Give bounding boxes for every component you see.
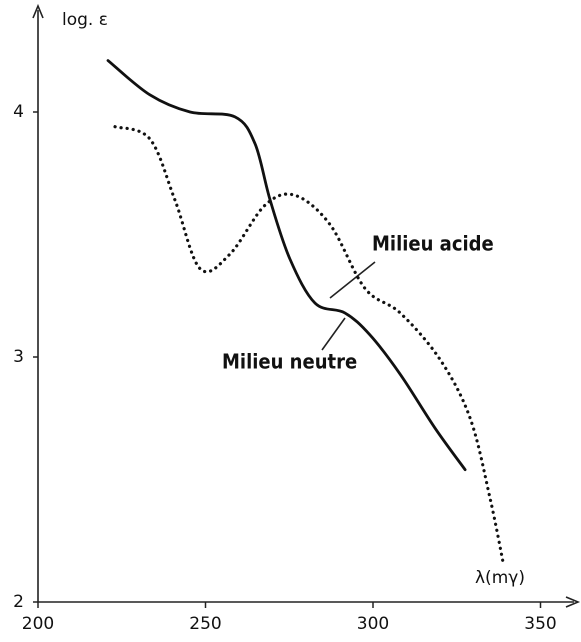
series-line — [106, 59, 467, 472]
x-tick-label: 250 — [189, 614, 221, 634]
x-tick-label: 300 — [357, 614, 389, 634]
series-line — [113, 125, 506, 567]
y-tick-label: 3 — [13, 347, 24, 367]
x-tick-label: 350 — [524, 614, 556, 634]
annotation: Milieu acide — [372, 232, 494, 256]
y-axis-label: log. ε — [62, 10, 108, 30]
annotation-arrow — [329, 261, 376, 299]
x-arrow — [565, 596, 581, 608]
y-arrow — [32, 3, 44, 19]
x-axis-label: λ(mγ) — [475, 568, 525, 588]
x-tick-label: 200 — [22, 614, 54, 634]
annotation-arrow — [321, 317, 346, 351]
y-tick-label: 4 — [13, 102, 24, 122]
annotation: Milieu neutre — [222, 350, 357, 374]
y-tick-label: 2 — [13, 592, 24, 612]
